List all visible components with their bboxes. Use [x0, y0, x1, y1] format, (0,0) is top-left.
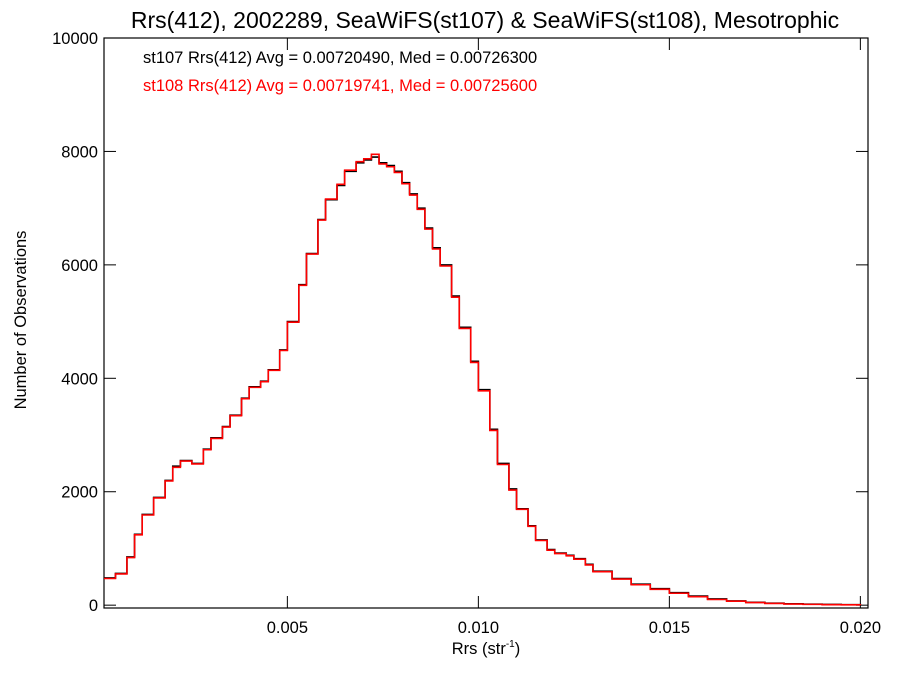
- chart-title: Rrs(412), 2002289, SeaWiFS(st107) & SeaW…: [131, 7, 839, 33]
- x-tick-label: 0.005: [267, 619, 308, 637]
- y-tick-label: 10000: [52, 30, 98, 48]
- x-axis-label-close: ): [515, 640, 521, 658]
- y-tick-label: 2000: [61, 484, 98, 502]
- y-tick-label: 4000: [61, 370, 98, 388]
- x-tick-label: 0.015: [649, 619, 690, 637]
- y-tick-label: 6000: [61, 257, 98, 275]
- x-tick-label: 0.010: [458, 619, 499, 637]
- series-layer: [104, 153, 862, 606]
- y-axis: 0 2000 4000 6000 8000 10000: [52, 30, 868, 615]
- series-line-2: [104, 153, 862, 606]
- x-axis-label: Rrs (str-1): [452, 639, 520, 658]
- series-line-1: [104, 156, 862, 606]
- annotation-st107: st107 Rrs(412) Avg = 0.00720490, Med = 0…: [143, 49, 537, 67]
- annotation-st108: st108 Rrs(412) Avg = 0.00719741, Med = 0…: [143, 77, 537, 95]
- x-axis-label-main: Rrs (str: [452, 640, 507, 658]
- x-axis-label-superscript: -1: [506, 639, 515, 650]
- y-tick-label: 8000: [61, 143, 98, 161]
- x-axis: 0.005 0.010 0.015 0.020: [267, 38, 881, 637]
- plot-frame: [103, 37, 869, 609]
- y-axis-label: Number of Observations: [12, 231, 30, 410]
- y-tick-label: 0: [89, 597, 98, 615]
- x-tick-label: 0.020: [840, 619, 881, 637]
